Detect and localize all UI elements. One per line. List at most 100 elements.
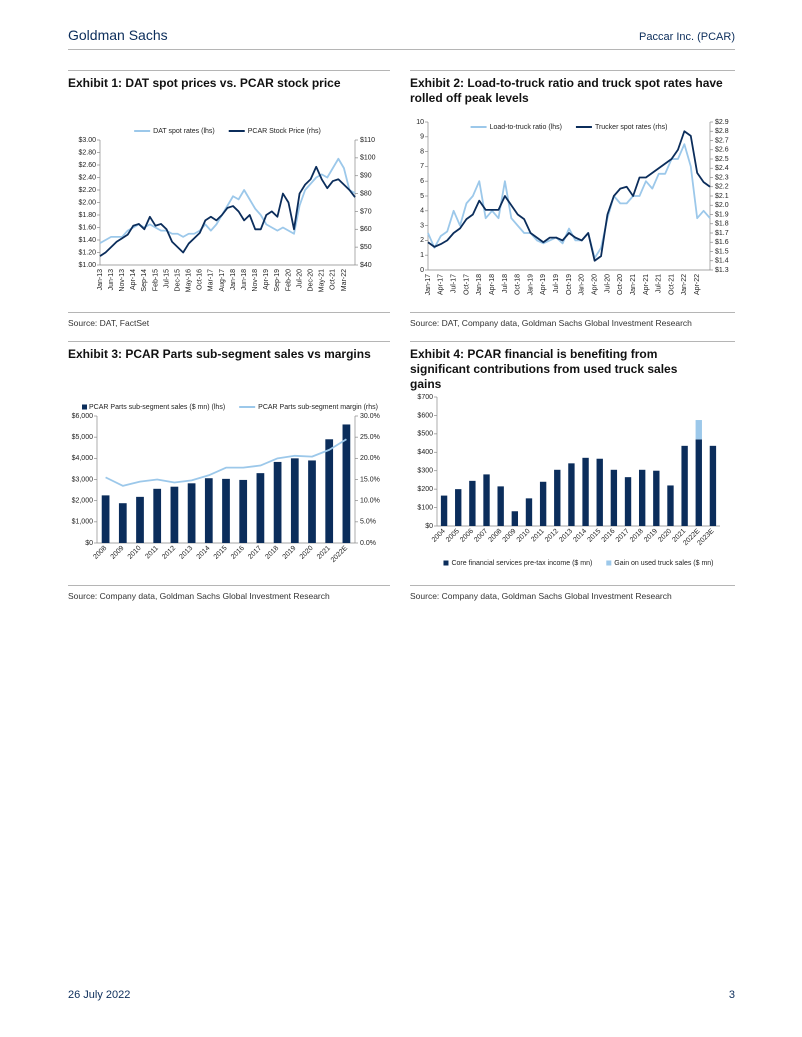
y-tick-label: 2 bbox=[420, 237, 424, 244]
x-tick-label: Jul-20 bbox=[296, 269, 303, 288]
footer-page: 3 bbox=[728, 989, 735, 1001]
y2-tick-label: $1.6 bbox=[715, 239, 729, 246]
x-tick-label: 2007 bbox=[473, 528, 489, 544]
y-tick-label: 1 bbox=[420, 252, 424, 259]
x-tick-label: Feb-15 bbox=[152, 269, 159, 291]
legend-label: Trucker spot rates (rhs) bbox=[595, 124, 667, 131]
x-tick-label: 2017 bbox=[615, 528, 631, 544]
x-tick-label: Sep-14 bbox=[141, 269, 148, 292]
bar bbox=[695, 439, 702, 526]
x-tick-label: Oct-19 bbox=[566, 274, 573, 295]
x-tick-label: Jul-20 bbox=[604, 274, 611, 293]
chart: $0 $1,000 $2,000 $3,000 $4,000 $5,000 $6,000 0.… bbox=[72, 404, 380, 564]
y-tick-label: $1,000 bbox=[72, 519, 94, 526]
y2-tick-label: $2.1 bbox=[715, 193, 729, 200]
y-tick-label: 0 bbox=[420, 267, 424, 274]
bar bbox=[539, 481, 547, 526]
y-tick-label: $2.00 bbox=[78, 199, 96, 206]
legend-label: Gain on used truck sales ($ mn) bbox=[614, 560, 713, 567]
x-tick-label: Oct-20 bbox=[617, 274, 624, 295]
legend-label: Load-to-truck ratio (lhs) bbox=[490, 124, 562, 131]
y2-tick-label: $2.7 bbox=[715, 137, 729, 144]
x-tick-label: 2004 bbox=[431, 528, 447, 544]
y-tick-label: $1.80 bbox=[78, 212, 96, 219]
x-tick-label: 2020 bbox=[657, 528, 673, 544]
bar bbox=[695, 420, 702, 440]
y2-tick-label: $70 bbox=[360, 208, 372, 215]
y-tick-label: 8 bbox=[420, 148, 424, 155]
y-tick-label: $300 bbox=[417, 468, 433, 475]
x-tick-label: Dec-15 bbox=[174, 269, 181, 292]
bar bbox=[582, 457, 589, 526]
y-tick-label: $2.80 bbox=[78, 149, 96, 156]
y-tick-label: $1.00 bbox=[78, 262, 96, 269]
x-tick-label: Sep-19 bbox=[274, 269, 281, 292]
y-tick-label: 5 bbox=[420, 193, 424, 200]
exhibit-title: Exhibit 3: PCAR Parts sub-segment sales … bbox=[68, 347, 371, 361]
y2-tick-label: $40 bbox=[360, 262, 372, 269]
source: Source: Company data, Goldman Sachs Glob… bbox=[68, 591, 330, 601]
bar bbox=[610, 469, 618, 526]
legend-label: DAT spot rates (lhs) bbox=[153, 128, 215, 135]
x-tick-label: Nov-13 bbox=[119, 269, 126, 292]
bar bbox=[308, 460, 316, 543]
y-tick-label: $4,000 bbox=[72, 455, 94, 462]
y-tick-label: $2.40 bbox=[78, 174, 96, 181]
bar bbox=[325, 439, 334, 543]
bar bbox=[667, 485, 674, 526]
bar bbox=[554, 469, 561, 526]
x-tick-label: May-21 bbox=[319, 269, 326, 292]
x-tick-label: Jan-17 bbox=[425, 274, 432, 296]
bar bbox=[136, 496, 144, 543]
legend-label: Core financial services pre-tax income (… bbox=[451, 560, 592, 567]
y-tick-label: $3.00 bbox=[78, 137, 96, 144]
bar bbox=[101, 495, 110, 543]
x-tick-label: 2008 bbox=[92, 545, 108, 561]
y-tick-label: $700 bbox=[417, 394, 433, 401]
y-tick-label: $5,000 bbox=[72, 434, 94, 441]
x-tick-label: 2013 bbox=[178, 545, 194, 561]
exhibit-title: Exhibit 1: DAT spot prices vs. PCAR stoc… bbox=[68, 76, 341, 90]
x-tick-label: 2010 bbox=[516, 528, 532, 544]
legend-label: PCAR Parts sub-segment margin (rhs) bbox=[258, 404, 378, 411]
y-tick-label: 7 bbox=[420, 163, 424, 170]
x-tick-label: Jun-13 bbox=[108, 269, 115, 291]
x-tick-label: Mar-17 bbox=[208, 269, 215, 291]
x-tick-label: 2010 bbox=[127, 545, 143, 561]
y-tick-label: 4 bbox=[420, 208, 424, 215]
y2-tick-label: $1.4 bbox=[715, 258, 729, 265]
chart: $0$100$200$300$400$500$600$7002004200520… bbox=[417, 394, 720, 567]
y2-tick-label: 20.0% bbox=[360, 455, 380, 462]
series-line bbox=[427, 130, 711, 262]
bar bbox=[170, 486, 179, 543]
x-tick-label: 2014 bbox=[572, 528, 588, 544]
title-rule bbox=[410, 70, 735, 71]
y2-tick-label: 30.0% bbox=[360, 413, 380, 420]
legend-swatch bbox=[606, 560, 612, 566]
bar bbox=[440, 495, 448, 526]
legend-swatch bbox=[82, 404, 88, 410]
x-tick-label: 2015 bbox=[586, 528, 602, 544]
legend: DAT spot rates (lhs) PCAR Stock Price (rh… bbox=[134, 128, 321, 135]
x-tick-label: Oct-16 bbox=[197, 269, 204, 290]
bar bbox=[239, 479, 248, 543]
y2-tick-label: $1.8 bbox=[715, 221, 729, 228]
y2-tick-label: $2.6 bbox=[715, 147, 729, 154]
x-tick-label: Jan-20 bbox=[579, 274, 586, 296]
x-tick-label: 2019 bbox=[643, 528, 659, 544]
title-rule bbox=[68, 70, 390, 71]
y2-tick-label: 0.0% bbox=[360, 540, 376, 547]
exhibit-title: Exhibit 4: PCAR financial is benefiting … bbox=[410, 347, 678, 391]
source-rule bbox=[410, 312, 735, 313]
y2-tick-label: 10.0% bbox=[360, 498, 380, 505]
x-tick-label: 2016 bbox=[230, 545, 246, 561]
y-tick-label: $1.20 bbox=[78, 249, 96, 256]
x-tick-label: 2023E bbox=[696, 528, 715, 547]
legend-swatch bbox=[443, 560, 449, 566]
bar bbox=[118, 503, 127, 543]
bar bbox=[596, 458, 603, 526]
y-tick-label: $500 bbox=[417, 431, 433, 438]
bar bbox=[290, 458, 299, 543]
x-tick-label: 2022E bbox=[330, 545, 349, 564]
x-tick-label: 2011 bbox=[530, 528, 546, 544]
